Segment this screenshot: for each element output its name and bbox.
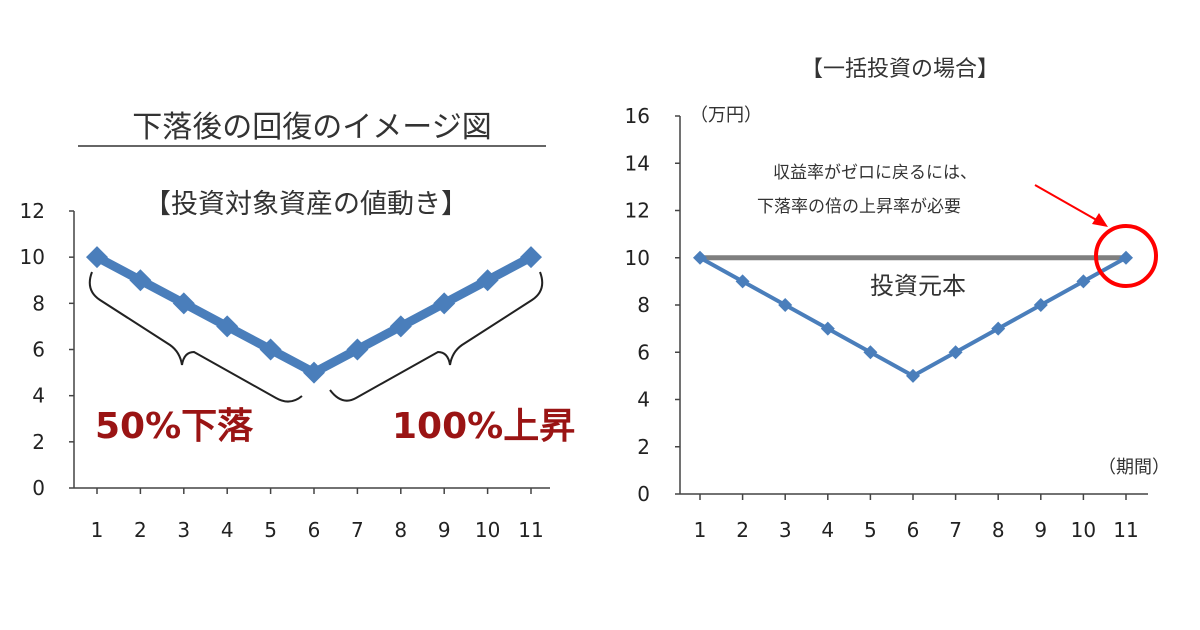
baseline-label: 投資元本 <box>870 272 966 300</box>
right-y-tick-label: 14 <box>625 151 650 175</box>
right-data-point <box>820 321 835 336</box>
decline-label: 50%下落 <box>95 406 254 447</box>
left-y-tick-label: 0 <box>32 476 45 500</box>
left-x-tick-label: 10 <box>475 518 500 542</box>
right-y-tick-label: 4 <box>637 388 650 412</box>
annotation-arrow <box>1034 184 1108 227</box>
left-series-line <box>94 253 534 378</box>
left-data-point <box>303 361 325 384</box>
left-x-tick-label: 4 <box>221 518 234 542</box>
right-x-tick-label: 10 <box>1071 518 1096 542</box>
right-data-point <box>778 298 793 312</box>
right-x-tick-label: 6 <box>907 518 920 542</box>
right-data-point <box>1076 274 1091 289</box>
left-x-tick-label: 6 <box>308 518 321 542</box>
arrow-head <box>1092 213 1108 227</box>
left-chart-title: 【投資対象資産の値動き】 <box>144 189 468 220</box>
left-data-point <box>476 269 499 292</box>
left-data-point <box>259 338 282 361</box>
left-braces <box>88 271 544 403</box>
right-data-point <box>991 321 1006 336</box>
decline-brace <box>88 271 303 403</box>
right-data-point <box>1119 250 1133 265</box>
right-x-tick-label: 9 <box>1034 518 1047 542</box>
left-data-point <box>520 246 542 269</box>
right-y-tick-label: 10 <box>625 246 650 270</box>
right-y-tick-label: 12 <box>625 199 650 223</box>
right-data-point <box>735 274 750 289</box>
right-y-tick-label: 16 <box>625 104 650 128</box>
left-data-point <box>346 338 369 361</box>
y-unit-label: （万円） <box>690 105 762 126</box>
right-series <box>693 250 1133 383</box>
left-y-tick-label: 12 <box>20 199 45 223</box>
left-x-tick-label: 9 <box>438 518 451 542</box>
right-data-point <box>863 345 878 360</box>
right-x-tick-label: 8 <box>992 518 1005 542</box>
left-data-point <box>216 315 239 338</box>
left-data-point <box>129 269 152 292</box>
arrow-line <box>1034 184 1101 223</box>
left-data-point <box>172 292 195 315</box>
x-unit-label: （期間） <box>1098 457 1170 478</box>
right-x-tick-label: 3 <box>779 518 792 542</box>
left-x-tick-label: 1 <box>91 518 104 542</box>
right-x-tick-label: 11 <box>1113 518 1138 542</box>
left-x-tick-label: 5 <box>264 518 277 542</box>
right-x-tick-label: 4 <box>821 518 834 542</box>
right-data-point <box>693 250 707 265</box>
left-series <box>86 246 542 384</box>
left-x-tick-label: 7 <box>351 518 364 542</box>
annotation-line-2: 下落率の倍の上昇率が必要 <box>757 197 961 217</box>
right-y-tick-label: 2 <box>637 435 650 459</box>
left-x-tick-label: 11 <box>518 518 543 542</box>
right-y-tick-label: 8 <box>637 293 650 317</box>
left-data-point <box>86 246 108 269</box>
right-x-tick-label: 7 <box>949 518 962 542</box>
left-y-tick-label: 8 <box>32 291 45 315</box>
left-y-tick-label: 2 <box>32 430 45 454</box>
right-chart-title: 【一括投資の場合】 <box>801 57 999 82</box>
left-y-tick-label: 10 <box>20 245 45 269</box>
annotation-line-1: 収益率がゼロに戻るには、 <box>773 163 977 183</box>
right-x-tick-label: 1 <box>694 518 707 542</box>
rise-brace <box>329 271 544 402</box>
right-data-point <box>948 345 963 360</box>
right-data-point <box>906 368 920 383</box>
right-y-tick-label: 0 <box>637 482 650 506</box>
right-x-tick-label: 5 <box>864 518 877 542</box>
left-y-tick-label: 6 <box>32 338 45 362</box>
left-y-tick-label: 4 <box>32 384 45 408</box>
highlight-circle <box>1094 224 1158 288</box>
left-data-point <box>433 292 456 315</box>
right-x-tick-label: 2 <box>736 518 749 542</box>
rise-label: 100%上昇 <box>392 406 575 447</box>
left-x-tick-label: 3 <box>177 518 190 542</box>
right-y-tick-label: 6 <box>637 340 650 364</box>
left-data-point <box>389 315 412 338</box>
left-x-tick-label: 8 <box>394 518 407 542</box>
left-heading: 下落後の回復のイメージ図 <box>132 110 491 145</box>
left-x-tick-label: 2 <box>134 518 147 542</box>
right-data-point <box>1033 298 1048 312</box>
